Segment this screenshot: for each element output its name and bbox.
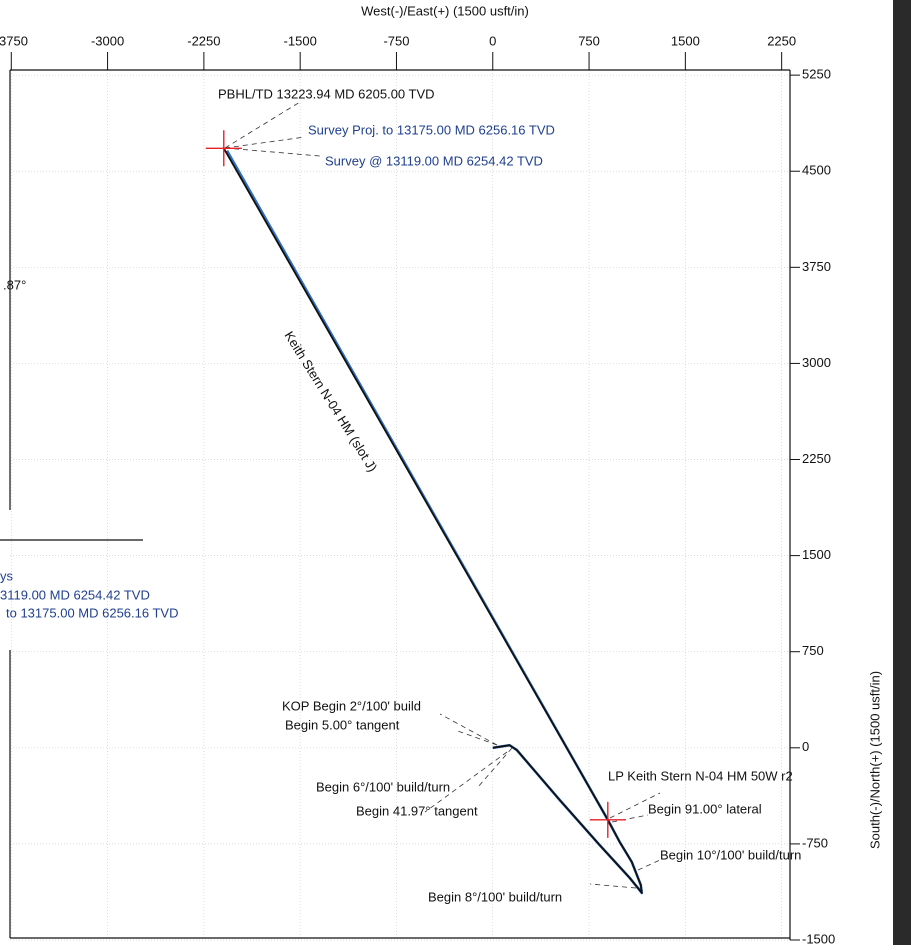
y-tick-label: 3750 [802,259,831,274]
y-tick-label: 1500 [802,547,831,562]
x-tick-label: -3000 [91,33,124,48]
annotation: 3119.00 MD 6254.42 TVD [0,587,150,602]
x-tick-label: 1500 [671,33,700,48]
grid-layer: -3750 -3000 -2250 -1500 -750 0 750 1500 2250 -150… [0,33,835,946]
x-tick-label: 0 [489,33,496,48]
leader [224,101,321,157]
x-tick-label: -3750 [0,33,28,48]
annotation: LP Keith Stern N-04 HM 50W r2 [608,768,793,783]
annotation: Begin 10°/100' build/turn [660,847,801,862]
annotation: Begin 91.00° lateral [648,801,762,816]
target-marker [205,130,242,167]
y-axis-label: South(-)/North(+) (1500 usft/in) [867,671,882,849]
annotation: Survey @ 13119.00 MD 6254.42 TVD [325,153,543,168]
annotation: Begin 41.97° tangent [356,803,478,818]
annotation: Begin 5.00° tangent [285,717,400,732]
x-tick-label: -750 [383,33,409,48]
y-tick-label: 3000 [802,355,831,370]
target-marker [589,801,626,838]
x-tick-label: 2250 [767,33,796,48]
y-tick-label: 2250 [802,451,831,466]
trajectory [223,147,643,894]
x-tick-label: 750 [578,33,600,48]
scan-edge [893,0,911,945]
annotation: PBHL/TD 13223.94 MD 6205.00 TVD [218,86,435,101]
y-tick-label: -750 [802,835,828,850]
annotation: .87° [3,277,26,292]
annotation: Begin 8°/100' build/turn [428,889,562,904]
annotation: Survey Proj. to 13175.00 MD 6256.16 TVD [308,122,555,137]
annotation: KOP Begin 2°/100' build [282,698,421,713]
leader [424,713,513,813]
y-tick-label: -1500 [802,931,835,945]
annotation: to 13175.00 MD 6256.16 TVD [6,605,179,620]
y-tick-label: 750 [802,643,824,658]
x-axis-label: West(-)/East(+) (1500 usft/in) [361,3,529,18]
annotation: ys [0,568,14,583]
leader [589,792,661,889]
leader-lines [224,101,661,889]
plot-layer [205,130,644,895]
y-tick-label: 5250 [802,67,831,82]
y-tick-label: 4500 [802,163,831,178]
annotation: Begin 6°/100' build/turn [316,779,450,794]
x-tick-label: -2250 [187,33,220,48]
y-tick-label: 0 [802,739,809,754]
x-tick-label: -1500 [284,33,317,48]
